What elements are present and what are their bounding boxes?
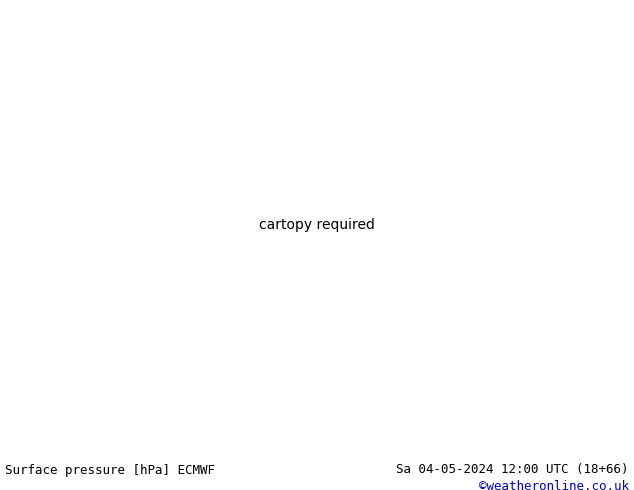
Text: cartopy required: cartopy required: [259, 219, 375, 232]
Text: Sa 04-05-2024 12:00 UTC (18+66): Sa 04-05-2024 12:00 UTC (18+66): [396, 463, 629, 476]
Text: Surface pressure [hPa] ECMWF: Surface pressure [hPa] ECMWF: [5, 464, 215, 477]
Text: ©weatheronline.co.uk: ©weatheronline.co.uk: [479, 480, 629, 490]
